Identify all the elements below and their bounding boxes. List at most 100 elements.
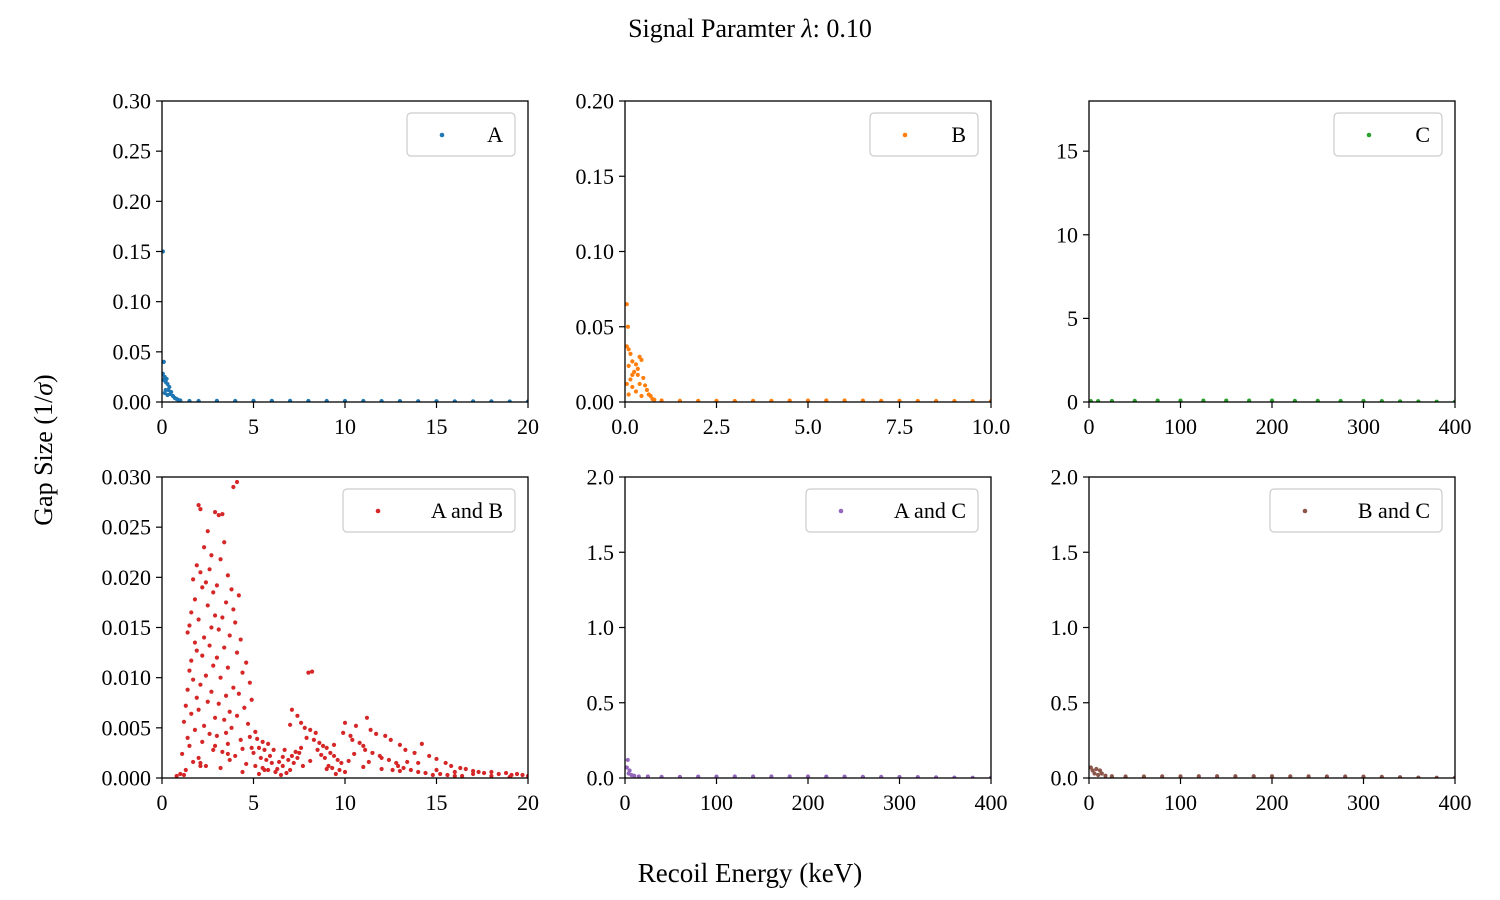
data-point <box>934 398 939 402</box>
data-point <box>341 730 346 735</box>
data-point <box>628 351 633 356</box>
data-point <box>196 617 201 622</box>
data-point <box>191 759 196 765</box>
data-point <box>463 766 468 772</box>
data-point <box>645 774 650 778</box>
data-point <box>201 635 207 640</box>
data-point <box>253 729 258 734</box>
data-point <box>331 742 337 747</box>
data-point <box>361 398 366 402</box>
x-tick-label: 20 <box>517 790 539 815</box>
scatter-points <box>1089 765 1455 778</box>
y-tick-label: 0.15 <box>113 239 152 264</box>
data-point <box>258 755 263 761</box>
data-point <box>183 767 188 773</box>
data-point <box>397 768 402 774</box>
data-point <box>264 757 269 763</box>
data-point <box>714 774 719 778</box>
data-point <box>1343 774 1348 778</box>
data-point <box>625 381 629 387</box>
title-prefix: Signal Paramter <box>628 14 802 43</box>
data-point <box>348 733 353 738</box>
data-point <box>225 751 230 757</box>
data-point <box>187 398 192 402</box>
data-point <box>677 398 682 402</box>
data-point <box>1099 771 1104 776</box>
x-tick-label: 2.5 <box>703 414 731 439</box>
data-point <box>240 746 245 752</box>
data-point <box>181 719 187 724</box>
data-point <box>238 737 243 742</box>
x-tick-label: 400 <box>1439 414 1472 439</box>
ylabel-symbol: σ <box>29 382 58 396</box>
data-point <box>339 760 344 766</box>
y-tick-label: 0.020 <box>102 565 152 590</box>
data-point <box>1178 774 1183 778</box>
y-tick-label: 0.0 <box>1051 766 1079 791</box>
data-point <box>427 753 432 759</box>
data-point <box>489 769 494 775</box>
data-point <box>280 763 285 769</box>
x-axis-label: Recoil Energy (keV) <box>637 858 863 888</box>
data-point <box>324 766 329 772</box>
data-point <box>388 737 393 742</box>
data-point <box>191 577 196 582</box>
data-point <box>361 764 366 770</box>
data-point <box>223 693 229 698</box>
data-point <box>216 627 221 632</box>
x-tick-label: 5 <box>248 414 259 439</box>
data-point <box>625 757 630 763</box>
y-axis-label: Gap Size (1/σ) <box>29 374 59 525</box>
legend-marker <box>1302 508 1308 514</box>
data-point <box>196 398 201 402</box>
scatter-points <box>174 479 528 778</box>
x-tick-label: 10 <box>334 414 356 439</box>
data-point <box>769 398 774 402</box>
x-tick-label: 100 <box>1164 790 1197 815</box>
x-tick-label: 300 <box>883 790 916 815</box>
data-point <box>220 615 225 620</box>
data-point <box>256 745 262 751</box>
data-point <box>625 302 629 307</box>
figure-title: Signal Paramter λ: 0.10 <box>0 14 1500 44</box>
data-point <box>626 347 631 352</box>
x-tick-label: 10 <box>334 790 356 815</box>
data-point <box>335 757 340 763</box>
data-point <box>1196 774 1201 778</box>
y-tick-label: 0.5 <box>587 690 615 715</box>
data-point <box>460 773 465 778</box>
data-point <box>205 699 210 704</box>
legend: C <box>1333 112 1443 157</box>
data-point <box>434 399 439 402</box>
data-point <box>1215 774 1220 778</box>
data-point <box>350 737 355 742</box>
data-point <box>298 745 304 751</box>
data-point <box>507 774 512 778</box>
data-point <box>196 755 201 761</box>
data-point <box>198 763 203 769</box>
data-point <box>342 398 348 402</box>
data-point <box>412 750 417 756</box>
data-point <box>1092 771 1097 776</box>
data-point <box>476 769 481 775</box>
data-point <box>915 775 920 778</box>
data-point <box>280 754 285 760</box>
data-point <box>203 580 209 585</box>
data-point <box>364 715 370 720</box>
data-point <box>234 650 240 655</box>
data-point <box>1155 398 1160 402</box>
data-point <box>253 763 258 769</box>
data-point <box>897 398 902 402</box>
data-point <box>198 507 203 512</box>
legend: A and C <box>805 488 979 533</box>
ylabel-suffix: ) <box>29 374 58 383</box>
data-point <box>317 740 322 745</box>
x-tick-label: 7.5 <box>886 414 914 439</box>
x-tick-label: 300 <box>1347 414 1380 439</box>
title-symbol: λ <box>801 14 813 43</box>
y-tick-label: 1.5 <box>587 540 615 565</box>
data-point <box>271 747 276 753</box>
data-point <box>181 772 187 778</box>
data-point <box>626 363 631 368</box>
